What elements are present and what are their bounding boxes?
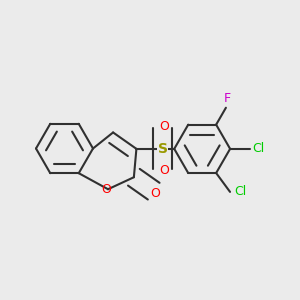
Text: O: O: [159, 164, 169, 177]
Text: O: O: [102, 183, 112, 196]
Text: Cl: Cl: [253, 142, 265, 155]
Text: F: F: [224, 92, 231, 105]
Text: Cl: Cl: [235, 185, 247, 198]
Text: O: O: [150, 187, 160, 200]
Text: O: O: [159, 120, 169, 133]
Text: S: S: [158, 142, 168, 156]
